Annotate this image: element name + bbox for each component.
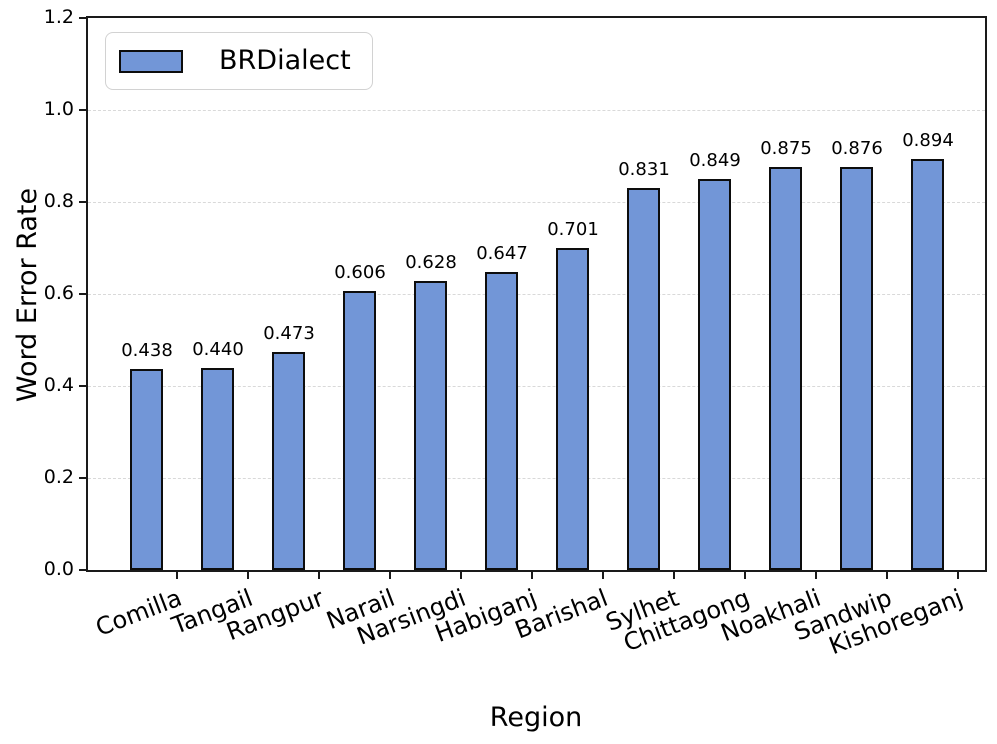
- x-tick-mark: [318, 570, 320, 579]
- x-tick-mark: [957, 570, 959, 579]
- legend-color-patch: [119, 49, 183, 73]
- bar-value-label: 0.440: [192, 339, 244, 360]
- y-tick-label: 0.0: [43, 558, 74, 580]
- bar-value-label: 0.606: [334, 262, 386, 283]
- bar-barishal: [556, 248, 589, 570]
- bar-value-label: 0.876: [831, 138, 883, 159]
- y-tick-label: 0.2: [43, 466, 74, 488]
- bar-value-label: 0.628: [405, 252, 457, 273]
- x-tick-mark: [602, 570, 604, 579]
- legend-entry-label: BRDialect: [219, 45, 351, 76]
- bar-narsingdi: [414, 281, 447, 570]
- y-tick-label: 0.6: [43, 282, 74, 304]
- bar-noakhali: [769, 167, 802, 570]
- y-tick-label: 1.2: [43, 6, 74, 28]
- x-tick-mark: [176, 570, 178, 579]
- gridline-0.8: [88, 202, 985, 203]
- y-tick-mark: [79, 569, 88, 571]
- y-axis-label: Word Error Rate: [12, 187, 43, 403]
- y-tick-mark: [79, 201, 88, 203]
- y-tick-label: 1.0: [43, 98, 74, 120]
- y-tick-label: 0.4: [43, 374, 74, 396]
- y-tick-mark: [79, 293, 88, 295]
- x-tick-mark: [886, 570, 888, 579]
- bar-sylhet: [627, 188, 660, 570]
- y-tick-mark: [79, 17, 88, 19]
- x-tick-mark: [389, 570, 391, 579]
- bar-rangpur: [272, 352, 305, 570]
- bar-narail: [343, 291, 376, 570]
- bar-value-label: 0.701: [547, 219, 599, 240]
- x-tick-mark: [744, 570, 746, 579]
- bar-tangail: [201, 368, 234, 570]
- gridline-0.2: [88, 478, 985, 479]
- y-tick-label: 0.8: [43, 190, 74, 212]
- x-tick-mark: [815, 570, 817, 579]
- bar-habiganj: [485, 272, 518, 570]
- gridline-1.0: [88, 110, 985, 111]
- bar-value-label: 0.849: [689, 150, 741, 171]
- x-tick-mark: [531, 570, 533, 579]
- x-tick-mark: [673, 570, 675, 579]
- bar-value-label: 0.473: [263, 323, 315, 344]
- x-tick-mark: [460, 570, 462, 579]
- bar-comilla: [130, 369, 163, 570]
- bar-kishoreganj: [911, 159, 944, 570]
- gridline-0.6: [88, 294, 985, 295]
- x-tick-mark: [247, 570, 249, 579]
- bar-value-label: 0.831: [618, 159, 670, 180]
- bar-value-label: 0.894: [902, 130, 954, 151]
- bar-chittagong: [698, 179, 731, 570]
- legend: BRDialect: [105, 32, 373, 90]
- gridline-0.4: [88, 386, 985, 387]
- bar-value-label: 0.647: [476, 243, 528, 264]
- y-tick-mark: [79, 109, 88, 111]
- bar-value-label: 0.875: [760, 138, 812, 159]
- bar-sandwip: [840, 167, 873, 570]
- x-axis-label: Region: [489, 702, 583, 733]
- bar-value-label: 0.438: [121, 340, 173, 361]
- y-tick-mark: [79, 477, 88, 479]
- y-tick-mark: [79, 385, 88, 387]
